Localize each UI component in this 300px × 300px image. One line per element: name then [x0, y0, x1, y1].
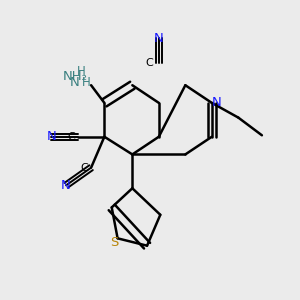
Text: N: N: [70, 76, 80, 89]
Text: C: C: [145, 58, 153, 68]
Text: S: S: [110, 236, 119, 249]
Text: N: N: [212, 96, 221, 110]
Text: C: C: [67, 132, 75, 142]
Text: H: H: [82, 76, 91, 89]
Text: N: N: [154, 32, 164, 45]
Text: N: N: [61, 179, 71, 192]
Text: NH₂: NH₂: [62, 70, 87, 83]
Text: N: N: [46, 130, 56, 143]
Text: C: C: [80, 163, 88, 173]
Text: H: H: [76, 65, 85, 79]
